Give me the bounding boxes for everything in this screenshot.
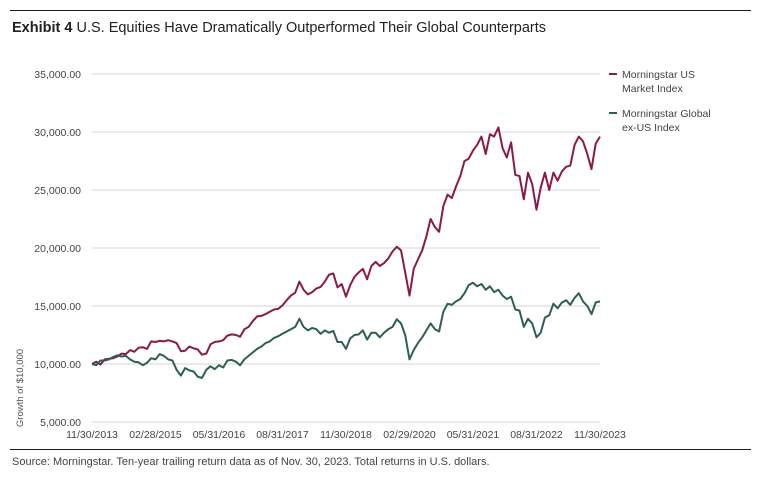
us-market-series-line bbox=[91, 126, 601, 366]
x-tick-label: 08/31/2017 bbox=[256, 429, 309, 441]
chart-title: Exhibit 4 U.S. Equities Have Dramaticall… bbox=[12, 20, 546, 36]
y-tick-label: 30,000.00 bbox=[34, 127, 81, 139]
legend-label: Morningstar US bbox=[622, 69, 695, 81]
x-tick-label: 11/30/2023 bbox=[574, 429, 626, 441]
top-rule bbox=[10, 10, 751, 11]
x-tick-label: 05/31/2016 bbox=[193, 429, 246, 441]
legend-label: ex-US Index bbox=[622, 122, 681, 134]
y-tick-label: 10,000.00 bbox=[34, 359, 81, 371]
x-tick-label: 11/30/2013 bbox=[66, 429, 118, 441]
x-tick-label: 02/29/2020 bbox=[383, 429, 436, 441]
y-tick-label: 15,000.00 bbox=[34, 301, 81, 313]
source-note: Source: Morningstar. Ten-year trailing r… bbox=[12, 456, 490, 468]
x-tick-label: 11/30/2018 bbox=[320, 429, 372, 441]
y-tick-label: 25,000.00 bbox=[34, 185, 81, 197]
exhibit-label: Exhibit 4 bbox=[12, 20, 73, 36]
title-text: U.S. Equities Have Dramatically Outperfo… bbox=[76, 20, 547, 36]
legend-label: Morningstar Global bbox=[622, 108, 711, 120]
y-tick-label: 20,000.00 bbox=[34, 243, 81, 255]
x-tick-label: 02/28/2015 bbox=[129, 429, 182, 441]
global-exus-series-line bbox=[91, 281, 601, 379]
legend-label: Market Index bbox=[622, 83, 683, 95]
y-tick-label: 35,000.00 bbox=[34, 69, 81, 81]
y-tick-label: 5,000.00 bbox=[40, 417, 81, 429]
footer-rule bbox=[10, 449, 751, 450]
y-axis-label: Growth of $10,000 bbox=[15, 349, 26, 427]
x-tick-label: 05/31/2021 bbox=[447, 429, 500, 441]
x-tick-label: 08/31/2022 bbox=[510, 429, 563, 441]
